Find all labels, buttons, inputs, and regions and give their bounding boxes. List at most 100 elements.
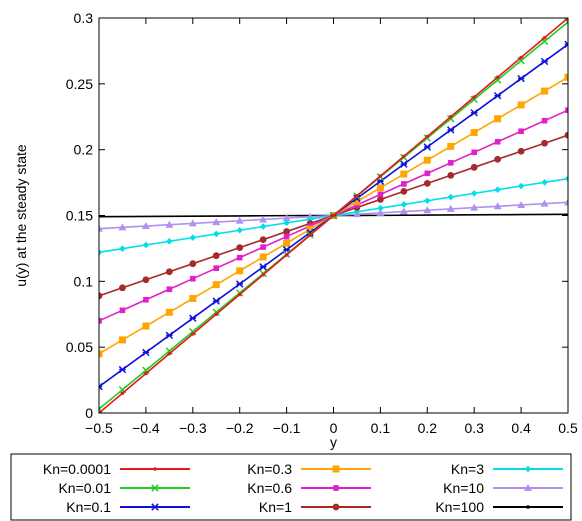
data-point-3-15 bbox=[447, 143, 454, 150]
y-tick-label: 0.2 bbox=[74, 142, 94, 158]
x-tick-label: −0.2 bbox=[226, 420, 254, 436]
data-point-0-4 bbox=[191, 332, 195, 336]
data-point-4-17 bbox=[495, 139, 501, 145]
legend-label: Kn=0.01 bbox=[58, 480, 111, 496]
data-point-6-13 bbox=[401, 201, 408, 208]
data-point-2-13 bbox=[401, 161, 407, 167]
data-point-3-17 bbox=[494, 115, 501, 122]
data-point-2-15 bbox=[448, 127, 454, 133]
data-point-6-15 bbox=[447, 194, 454, 201]
data-point-5-6 bbox=[236, 244, 243, 251]
data-point-0-5 bbox=[214, 312, 218, 316]
data-point-3-14 bbox=[424, 157, 431, 164]
data-point-4-16 bbox=[471, 150, 477, 156]
data-point-3-5 bbox=[213, 281, 220, 288]
data-point-4-5 bbox=[213, 265, 219, 271]
data-point-4-19 bbox=[542, 118, 548, 124]
data-point-0-18 bbox=[519, 56, 523, 60]
data-point-2-14 bbox=[424, 144, 430, 150]
data-point-6-19 bbox=[541, 179, 548, 186]
data-point-4-6 bbox=[237, 255, 243, 261]
data-point-2-4 bbox=[190, 315, 196, 321]
data-point-0-13 bbox=[402, 154, 406, 158]
y-tick-label: 0 bbox=[85, 405, 93, 421]
data-point-3-8 bbox=[283, 240, 290, 247]
data-point-0-2 bbox=[144, 372, 148, 376]
data-point-4-13 bbox=[401, 181, 407, 187]
y-tick-label: 0.15 bbox=[66, 208, 93, 224]
data-point-0-12 bbox=[379, 174, 383, 178]
legend-label: Kn=0.6 bbox=[247, 480, 292, 496]
data-point-0-8 bbox=[285, 253, 289, 257]
data-point-5-19 bbox=[541, 140, 548, 147]
data-point-2-17 bbox=[494, 92, 500, 98]
data-point-0-6 bbox=[238, 293, 242, 297]
data-point-3-7 bbox=[260, 253, 267, 260]
y-axis-title: u(y) at the steady state bbox=[13, 144, 29, 287]
data-point-5-1 bbox=[119, 284, 126, 291]
data-point-5-13 bbox=[400, 188, 407, 195]
legend-label: Kn=100 bbox=[435, 499, 484, 515]
data-point-6-5 bbox=[213, 231, 220, 238]
legend-label: Kn=0.3 bbox=[247, 461, 292, 477]
data-point-0-19 bbox=[543, 36, 547, 40]
data-point-4-12 bbox=[378, 192, 384, 198]
x-axis-title: y bbox=[330, 434, 337, 450]
data-point-5-14 bbox=[424, 180, 431, 187]
data-point-2-19 bbox=[541, 58, 547, 64]
x-tick-label: −0.4 bbox=[132, 420, 160, 436]
data-point-5-2 bbox=[143, 276, 150, 283]
data-point-4-14 bbox=[425, 171, 431, 177]
data-point-0-3 bbox=[168, 352, 172, 356]
legend-swatch-marker-8 bbox=[526, 505, 530, 509]
legend-swatch-marker-0 bbox=[153, 467, 157, 471]
x-tick-label: −0.1 bbox=[273, 420, 301, 436]
legend-label: Kn=0.1 bbox=[66, 499, 111, 515]
data-point-3-4 bbox=[189, 295, 196, 302]
legend-label: Kn=3 bbox=[451, 461, 484, 477]
data-point-6-6 bbox=[236, 227, 243, 234]
series-group bbox=[95, 16, 572, 415]
data-point-6-7 bbox=[260, 223, 267, 230]
x-tick-label: −0.3 bbox=[179, 420, 207, 436]
x-tick-label: 0.4 bbox=[511, 420, 531, 436]
data-point-5-17 bbox=[494, 156, 501, 163]
data-point-4-15 bbox=[448, 160, 454, 166]
x-tick-label: −0.5 bbox=[85, 420, 113, 436]
data-point-0-1 bbox=[121, 391, 125, 395]
data-point-0-7 bbox=[261, 273, 265, 277]
data-point-6-1 bbox=[119, 245, 126, 252]
data-point-0-17 bbox=[496, 75, 500, 79]
y-tick-label: 0.3 bbox=[74, 10, 94, 26]
legend-swatch-marker-5 bbox=[333, 504, 340, 511]
data-point-6-3 bbox=[166, 238, 173, 245]
data-point-0-14 bbox=[426, 135, 430, 139]
data-point-2-5 bbox=[213, 298, 219, 304]
data-point-3-2 bbox=[142, 323, 149, 330]
data-point-2-16 bbox=[471, 110, 477, 116]
data-point-4-2 bbox=[143, 297, 149, 303]
data-point-4-1 bbox=[120, 308, 126, 314]
data-point-6-18 bbox=[518, 183, 525, 190]
legend-swatch-marker-3 bbox=[333, 466, 340, 473]
data-point-3-3 bbox=[166, 309, 173, 316]
y-tick-label: 0.1 bbox=[74, 273, 94, 289]
data-point-3-6 bbox=[236, 267, 243, 274]
data-point-5-5 bbox=[213, 252, 220, 259]
legend-swatch-marker-4 bbox=[333, 485, 339, 491]
data-point-4-7 bbox=[260, 244, 266, 250]
data-point-2-18 bbox=[518, 75, 524, 81]
data-point-5-15 bbox=[447, 172, 454, 179]
legend-label: Kn=1 bbox=[259, 499, 292, 515]
data-point-5-3 bbox=[166, 268, 173, 275]
data-point-5-4 bbox=[189, 260, 196, 267]
data-point-3-13 bbox=[400, 171, 407, 178]
data-point-4-3 bbox=[167, 286, 173, 292]
x-tick-label: 0.5 bbox=[558, 420, 578, 436]
data-point-0-9 bbox=[308, 233, 312, 237]
data-point-5-7 bbox=[260, 236, 267, 243]
data-point-2-7 bbox=[260, 264, 266, 270]
data-point-3-1 bbox=[119, 336, 126, 343]
data-point-3-19 bbox=[541, 88, 548, 95]
